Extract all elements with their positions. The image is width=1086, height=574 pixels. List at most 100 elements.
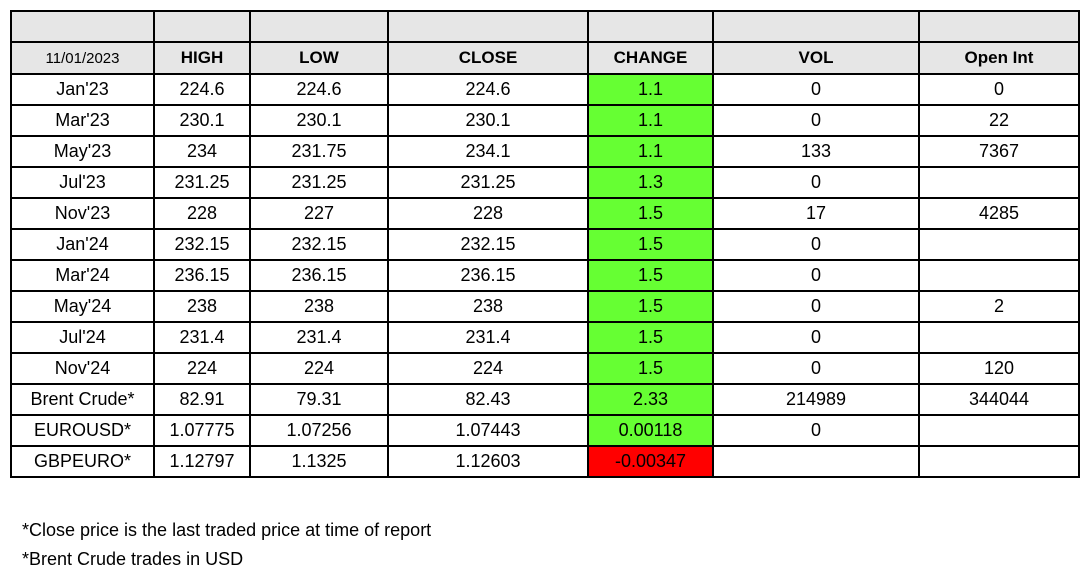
- cell-close: 230.1: [387, 104, 589, 137]
- cell-change: 1.1: [587, 104, 714, 137]
- cell-close: 231.25: [387, 166, 589, 199]
- cell-vol: 0: [712, 228, 920, 261]
- cell-vol: 0: [712, 290, 920, 323]
- cell-close: 232.15: [387, 228, 589, 261]
- cell-contract: Mar'24: [10, 259, 155, 292]
- column-header-open-int: Open Int: [918, 41, 1080, 75]
- cell-high: 228: [153, 197, 251, 230]
- cell-open-int: 120: [918, 352, 1080, 385]
- cell-vol: 0: [712, 352, 920, 385]
- cell-close: 236.15: [387, 259, 589, 292]
- cell-low: 232.15: [249, 228, 389, 261]
- cell-vol: 133: [712, 135, 920, 168]
- table-row: Brent Crude* 82.91 79.31 82.43 2.33 214989 344…: [10, 383, 1080, 416]
- cell-contract: Brent Crude*: [10, 383, 155, 416]
- cell-high: 224: [153, 352, 251, 385]
- cell-low: 79.31: [249, 383, 389, 416]
- cell-vol: 0: [712, 73, 920, 106]
- cell-low: 231.75: [249, 135, 389, 168]
- cell-close: 234.1: [387, 135, 589, 168]
- cell-low: 236.15: [249, 259, 389, 292]
- cell-open-int: 7367: [918, 135, 1080, 168]
- cell-open-int: 2: [918, 290, 1080, 323]
- blank-cell: [712, 10, 920, 43]
- cell-high: 232.15: [153, 228, 251, 261]
- column-header-low: LOW: [249, 41, 389, 75]
- table-row: Jul'23 231.25 231.25 231.25 1.3 0: [10, 166, 1080, 199]
- cell-close: 224.6: [387, 73, 589, 106]
- blank-header-row: [10, 10, 1080, 43]
- cell-contract: Nov'24: [10, 352, 155, 385]
- cell-change: 1.5: [587, 352, 714, 385]
- cell-vol: 0: [712, 166, 920, 199]
- cell-open-int: 22: [918, 104, 1080, 137]
- cell-close: 224: [387, 352, 589, 385]
- cell-vol: 17: [712, 197, 920, 230]
- cell-open-int: [918, 166, 1080, 199]
- cell-change: 1.3: [587, 166, 714, 199]
- cell-close: 231.4: [387, 321, 589, 354]
- cell-vol: 0: [712, 414, 920, 447]
- cell-low: 224: [249, 352, 389, 385]
- cell-open-int: 4285: [918, 197, 1080, 230]
- cell-change: 0.00118: [587, 414, 714, 447]
- cell-low: 231.25: [249, 166, 389, 199]
- column-header-high: HIGH: [153, 41, 251, 75]
- cell-high: 224.6: [153, 73, 251, 106]
- footnotes: *Close price is the last traded price at…: [22, 516, 431, 574]
- cell-high: 1.07775: [153, 414, 251, 447]
- cell-contract: May'23: [10, 135, 155, 168]
- cell-contract: Jul'23: [10, 166, 155, 199]
- blank-cell: [918, 10, 1080, 43]
- column-header-vol: VOL: [712, 41, 920, 75]
- cell-change: 2.33: [587, 383, 714, 416]
- cell-contract: GBPEURO*: [10, 445, 155, 478]
- cell-vol: 0: [712, 104, 920, 137]
- column-header-close: CLOSE: [387, 41, 589, 75]
- cell-change: 1.1: [587, 73, 714, 106]
- cell-high: 1.12797: [153, 445, 251, 478]
- cell-open-int: 0: [918, 73, 1080, 106]
- table-row: May'23 234 231.75 234.1 1.1 133 7367: [10, 135, 1080, 168]
- cell-contract: Jan'24: [10, 228, 155, 261]
- cell-high: 231.25: [153, 166, 251, 199]
- cell-open-int: [918, 414, 1080, 447]
- cell-contract: Mar'23: [10, 104, 155, 137]
- blank-cell: [249, 10, 389, 43]
- cell-low: 227: [249, 197, 389, 230]
- cell-contract: EUROUSD*: [10, 414, 155, 447]
- cell-close: 1.12603: [387, 445, 589, 478]
- table-row: EUROUSD* 1.07775 1.07256 1.07443 0.00118 0: [10, 414, 1080, 447]
- cell-high: 236.15: [153, 259, 251, 292]
- cell-change: 1.5: [587, 228, 714, 261]
- column-header-row: 11/01/2023 HIGH LOW CLOSE CHANGE VOL Ope…: [10, 41, 1080, 75]
- cell-open-int: [918, 321, 1080, 354]
- cell-open-int: [918, 445, 1080, 478]
- cell-low: 238: [249, 290, 389, 323]
- table-row: May'24 238 238 238 1.5 0 2: [10, 290, 1080, 323]
- table-row: Nov'23 228 227 228 1.5 17 4285: [10, 197, 1080, 230]
- cell-high: 82.91: [153, 383, 251, 416]
- cell-close: 1.07443: [387, 414, 589, 447]
- cell-high: 231.4: [153, 321, 251, 354]
- cell-close: 238: [387, 290, 589, 323]
- cell-vol: 0: [712, 321, 920, 354]
- table-row: Jul'24 231.4 231.4 231.4 1.5 0: [10, 321, 1080, 354]
- cell-contract: May'24: [10, 290, 155, 323]
- cell-low: 230.1: [249, 104, 389, 137]
- table-row: Jan'24 232.15 232.15 232.15 1.5 0: [10, 228, 1080, 261]
- cell-low: 1.1325: [249, 445, 389, 478]
- cell-high: 234: [153, 135, 251, 168]
- cell-high: 230.1: [153, 104, 251, 137]
- cell-close: 82.43: [387, 383, 589, 416]
- table-row: Mar'24 236.15 236.15 236.15 1.5 0: [10, 259, 1080, 292]
- footnote-close-price: *Close price is the last traded price at…: [22, 520, 432, 540]
- cell-low: 231.4: [249, 321, 389, 354]
- blank-cell: [587, 10, 714, 43]
- blank-cell: [10, 10, 155, 43]
- cell-change: 1.5: [587, 197, 714, 230]
- table-row: GBPEURO* 1.12797 1.1325 1.12603 -0.00347: [10, 445, 1080, 478]
- cell-change: 1.5: [587, 321, 714, 354]
- table-row: Jan'23 224.6 224.6 224.6 1.1 0 0: [10, 73, 1080, 106]
- cell-high: 238: [153, 290, 251, 323]
